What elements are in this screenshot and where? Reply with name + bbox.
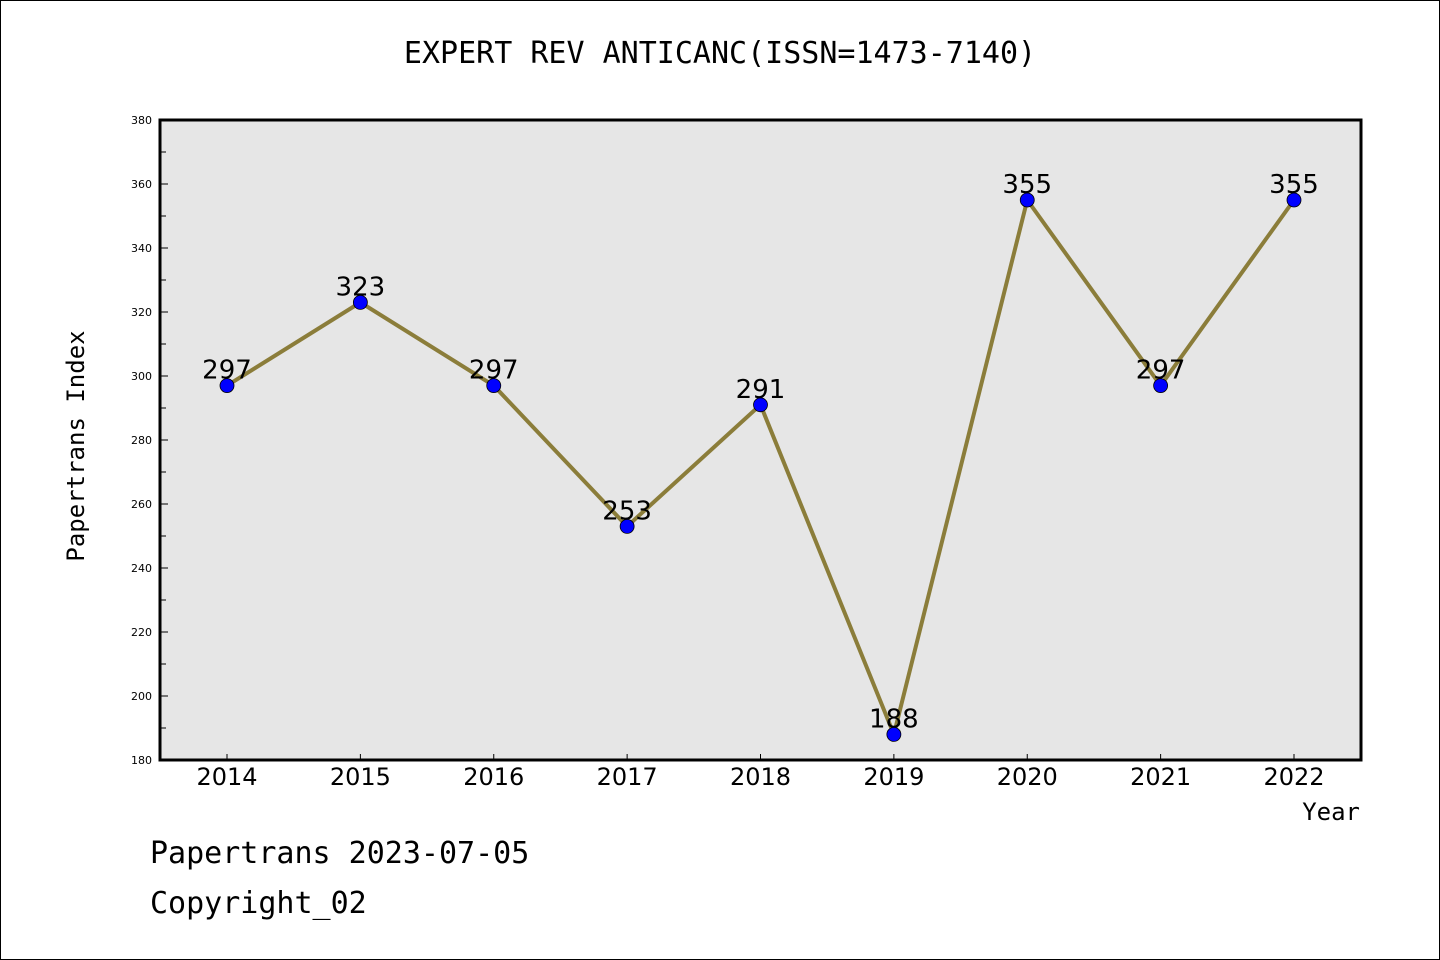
x-tick-label: 2018 (730, 763, 791, 791)
y-tick-label: 200 (131, 690, 152, 703)
data-label: 297 (202, 356, 252, 386)
y-axis-label: Papertrans Index (62, 330, 90, 561)
y-tick-label: 300 (131, 370, 152, 383)
x-tick-label: 2014 (196, 763, 257, 791)
y-tick-label: 360 (131, 178, 152, 191)
y-tick-label: 380 (131, 114, 152, 127)
data-label: 323 (336, 272, 386, 302)
x-axis-label: Year (1302, 798, 1360, 826)
data-point (219, 378, 235, 394)
y-tick-label: 260 (131, 498, 152, 511)
y-tick-label: 320 (131, 306, 152, 319)
data-label: 297 (1136, 356, 1186, 386)
data-point (1153, 378, 1169, 394)
x-tick-label: 2020 (997, 763, 1058, 791)
chart-title: EXPERT REV ANTICANC(ISSN=1473-7140) (403, 36, 1037, 71)
footer-copyright-text: Copyright_02 (150, 886, 367, 921)
x-tick-label: 2017 (597, 763, 658, 791)
data-point (619, 519, 635, 534)
x-tick-label: 2019 (863, 763, 924, 791)
x-axis-ticks: 2014 2015 2016 2017 2018 2019 2020 2021 2022 (196, 754, 1325, 791)
y-tick-label: 240 (131, 562, 152, 575)
y-tick-label: 180 (131, 754, 152, 767)
data-label: 188 (869, 704, 919, 734)
data-point (753, 397, 768, 413)
x-tick-label: 2016 (463, 763, 524, 791)
data-label: 355 (1002, 170, 1052, 200)
plot-area (158, 118, 1363, 762)
y-axis-ticks: 180 200 220 240 260 280 300 320 340 360 380 (131, 114, 168, 767)
x-tick-label: 2022 (1263, 763, 1324, 791)
y-tick-label: 340 (131, 242, 152, 255)
data-label: 297 (469, 356, 519, 386)
data-label: 291 (736, 375, 786, 405)
footer-date-text: Papertrans 2023-07-05 (150, 836, 530, 871)
data-label: 253 (602, 496, 652, 526)
data-label: 355 (1269, 170, 1319, 200)
y-tick-label: 220 (131, 626, 152, 639)
data-labels: 297 323 297 253 291 188 355 297 355 (202, 170, 1319, 734)
x-tick-label: 2015 (330, 763, 391, 791)
data-point (486, 378, 502, 394)
y-tick-label: 280 (131, 434, 152, 447)
data-point (1286, 192, 1302, 208)
x-tick-label: 2021 (1130, 763, 1191, 791)
data-point (352, 294, 368, 310)
data-point (886, 727, 902, 742)
series-markers (219, 192, 1302, 742)
data-point (1019, 192, 1035, 208)
